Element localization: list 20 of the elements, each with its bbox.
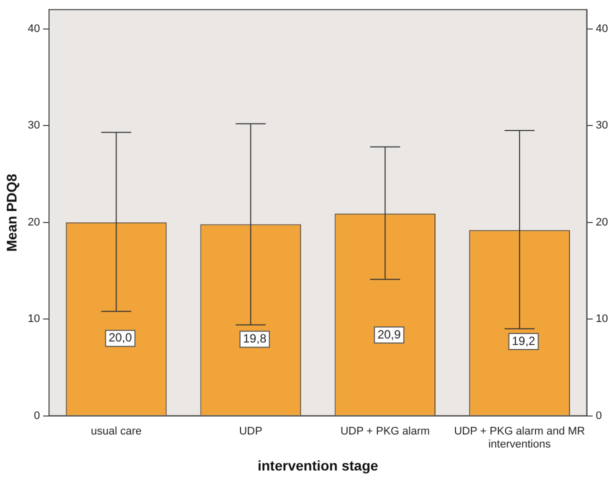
x-tick-label: UDP + PKG alarm [340, 425, 430, 438]
y-tick-label: 0 [34, 410, 40, 422]
data-label: 20,9 [377, 327, 402, 342]
y-tick-label: 40 [28, 22, 40, 35]
data-label: 19,8 [243, 332, 267, 346]
x-tick-label: usual care [90, 425, 142, 438]
y-tick-label: 20 [28, 216, 40, 228]
y-tick-label: 10 [28, 313, 40, 326]
y2-tick-label: 10 [596, 313, 608, 326]
data-label: 20,0 [108, 330, 132, 345]
x-axis-title: intervention stage [258, 457, 378, 474]
y-tick-label: 30 [28, 120, 40, 132]
y2-tick-label: 0 [596, 410, 602, 422]
y2-tick-label: 30 [596, 120, 608, 132]
y2-tick-label: 40 [596, 22, 608, 35]
y2-tick-label: 20 [596, 216, 608, 228]
y-axis-title: Mean PDQ8 [3, 174, 20, 252]
x-tick-label: UDP + PKG alarm and MR interventions [454, 425, 586, 451]
data-label: 19,2 [512, 334, 536, 348]
x-tick-label: UDP [239, 425, 262, 438]
